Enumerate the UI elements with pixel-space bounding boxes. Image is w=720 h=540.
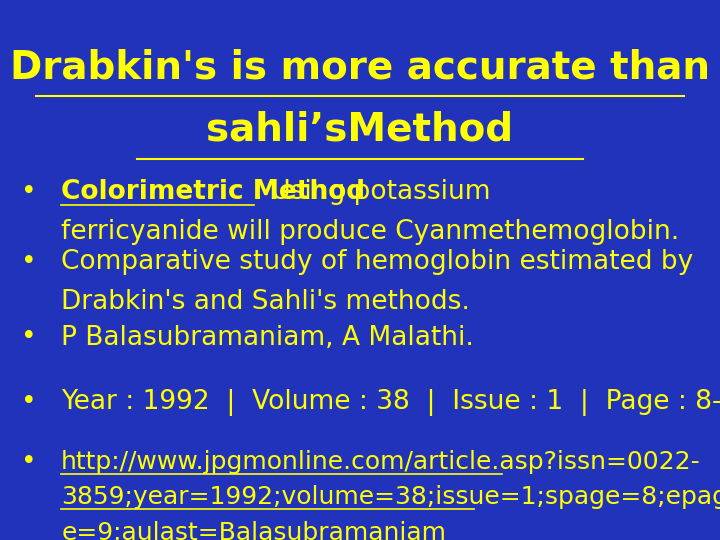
Text: Drabkin's and Sahli's methods.: Drabkin's and Sahli's methods. xyxy=(61,289,470,315)
Text: P Balasubramaniam, A Malathi.: P Balasubramaniam, A Malathi. xyxy=(61,325,474,350)
Text: •: • xyxy=(21,249,37,275)
Text: Drabkin's is more accurate than: Drabkin's is more accurate than xyxy=(10,49,710,86)
Text: •: • xyxy=(21,325,37,350)
Text: Year : 1992  |  Volume : 38  |  Issue : 1  |  Page : 8-9: Year : 1992 | Volume : 38 | Issue : 1 | … xyxy=(61,389,720,416)
Text: ferricyanide will produce Cyanmethemoglobin.: ferricyanide will produce Cyanmethemoglo… xyxy=(61,219,680,245)
Text: •: • xyxy=(21,449,37,475)
Text: : Using potassium: : Using potassium xyxy=(254,179,490,205)
Text: •: • xyxy=(21,389,37,415)
Text: 3859;year=1992;volume=38;issue=1;spage=8;epag: 3859;year=1992;volume=38;issue=1;spage=8… xyxy=(61,485,720,509)
Text: Colorimetric Method: Colorimetric Method xyxy=(61,179,365,205)
Text: sahli’sMethod: sahli’sMethod xyxy=(207,111,513,148)
Text: •: • xyxy=(21,179,37,205)
Text: http://www.jpgmonline.com/article.asp?issn=0022-: http://www.jpgmonline.com/article.asp?is… xyxy=(61,450,701,474)
Text: e=9;aulast=Balasubramaniam: e=9;aulast=Balasubramaniam xyxy=(61,521,446,540)
Text: Comparative study of hemoglobin estimated by: Comparative study of hemoglobin estimate… xyxy=(61,249,693,275)
